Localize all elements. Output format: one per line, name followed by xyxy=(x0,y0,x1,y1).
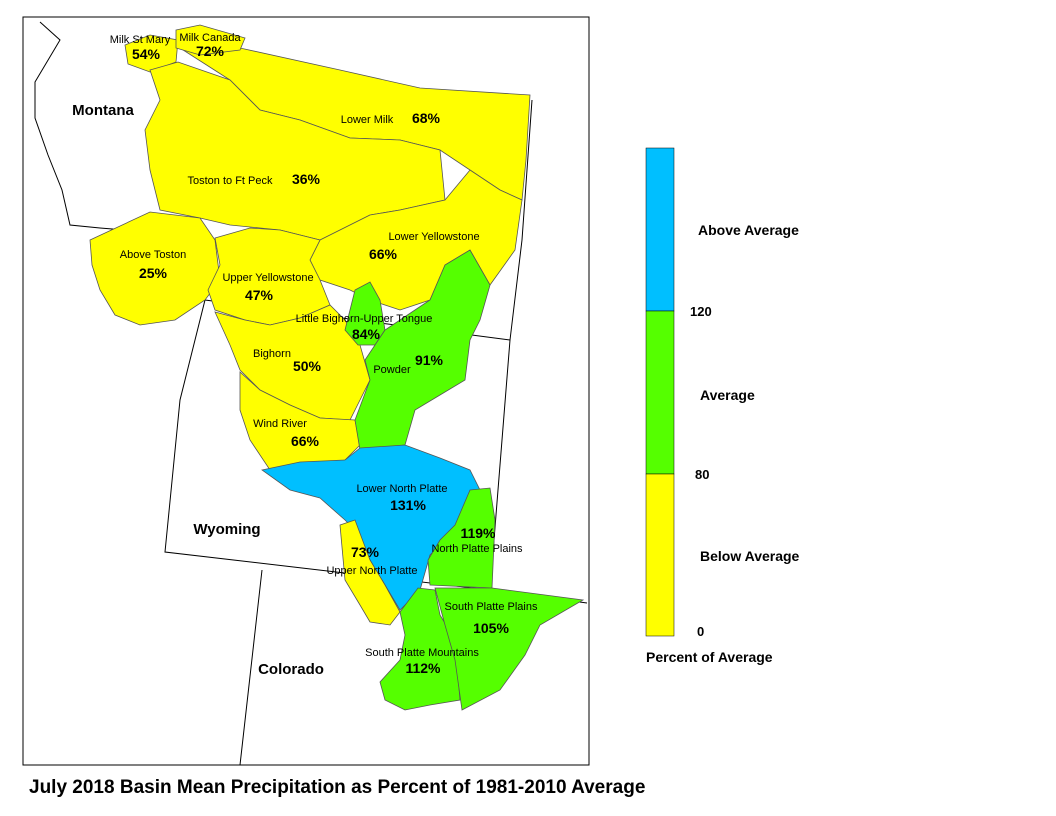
basin-pct: 54% xyxy=(132,46,161,62)
basin-name: Above Toston xyxy=(120,249,186,261)
basin-milk-canada xyxy=(175,24,246,56)
legend-label-below: Below Average xyxy=(700,548,800,564)
basin-pct: 131% xyxy=(390,497,426,513)
legend-title: Percent of Average xyxy=(646,649,773,665)
basins xyxy=(89,24,585,711)
basin-name: Lower Milk xyxy=(341,114,394,126)
basin-pct: 68% xyxy=(412,110,441,126)
legend-label-above: Above Average xyxy=(698,222,799,238)
basin-upper-north-platte xyxy=(339,519,401,626)
basin-pct: 73% xyxy=(351,544,380,560)
basin-pct: 72% xyxy=(196,43,225,59)
basin-name: South Platte Mountains xyxy=(365,647,479,659)
basin-name: Upper Yellowstone xyxy=(222,272,313,284)
basin-pct: 25% xyxy=(139,265,168,281)
basin-pct: 91% xyxy=(415,352,444,368)
wyoming-outline xyxy=(164,299,511,591)
basin-name: Lower North Platte xyxy=(356,483,447,495)
basin-powder xyxy=(354,249,491,451)
basin-name: Lower Yellowstone xyxy=(388,231,479,243)
basin-name: Toston to Ft Peck xyxy=(188,175,273,187)
map-title: July 2018 Basin Mean Precipitation as Pe… xyxy=(29,777,645,798)
legend-tick-0: 0 xyxy=(697,624,704,639)
basin-milk-st-mary xyxy=(124,34,179,73)
basin-pct: 112% xyxy=(405,660,441,676)
basin-pct: 66% xyxy=(369,246,398,262)
basin-pct: 119% xyxy=(460,525,496,541)
basin-name: Upper North Platte xyxy=(326,565,417,577)
basin-pct: 50% xyxy=(293,358,322,374)
basin-name: Milk St Mary xyxy=(110,34,171,46)
legend-tick-120: 120 xyxy=(690,304,712,319)
basin-pct: 47% xyxy=(245,287,274,303)
basin-south-platte-mountains xyxy=(379,587,461,711)
legend-swatch-average xyxy=(645,310,675,475)
basin-labels: Milk St Mary 54% Milk Canada 72% Lower M… xyxy=(110,32,538,676)
basin-name: South Platte Plains xyxy=(445,601,538,613)
legend-swatch-above xyxy=(645,147,675,312)
basin-name: Wind River xyxy=(253,418,307,430)
legend: Above Average Average Below Average 120 … xyxy=(645,147,800,665)
basin-pct: 36% xyxy=(292,171,321,187)
basin-pct: 66% xyxy=(291,433,320,449)
basin-name: North Platte Plains xyxy=(431,543,523,555)
basin-pct: 105% xyxy=(473,620,509,636)
basin-above-toston xyxy=(89,211,221,326)
legend-label-average: Average xyxy=(700,387,755,403)
basin-name: Bighorn xyxy=(253,348,291,360)
basin-wind-river xyxy=(239,371,361,471)
basin-north-platte-plains xyxy=(427,487,496,589)
basin-name: Powder xyxy=(373,364,411,376)
basin-name: Little Bighorn-Upper Tongue xyxy=(296,313,433,325)
state-label-colorado: Colorado xyxy=(258,661,324,678)
state-label-montana: Montana xyxy=(72,102,134,119)
state-label-wyoming: Wyoming xyxy=(193,521,260,538)
legend-swatch-below xyxy=(645,473,675,637)
basin-name: Milk Canada xyxy=(179,32,241,44)
basin-pct: 84% xyxy=(352,326,381,342)
legend-tick-80: 80 xyxy=(695,467,709,482)
basin-south-platte-plains xyxy=(434,587,585,711)
